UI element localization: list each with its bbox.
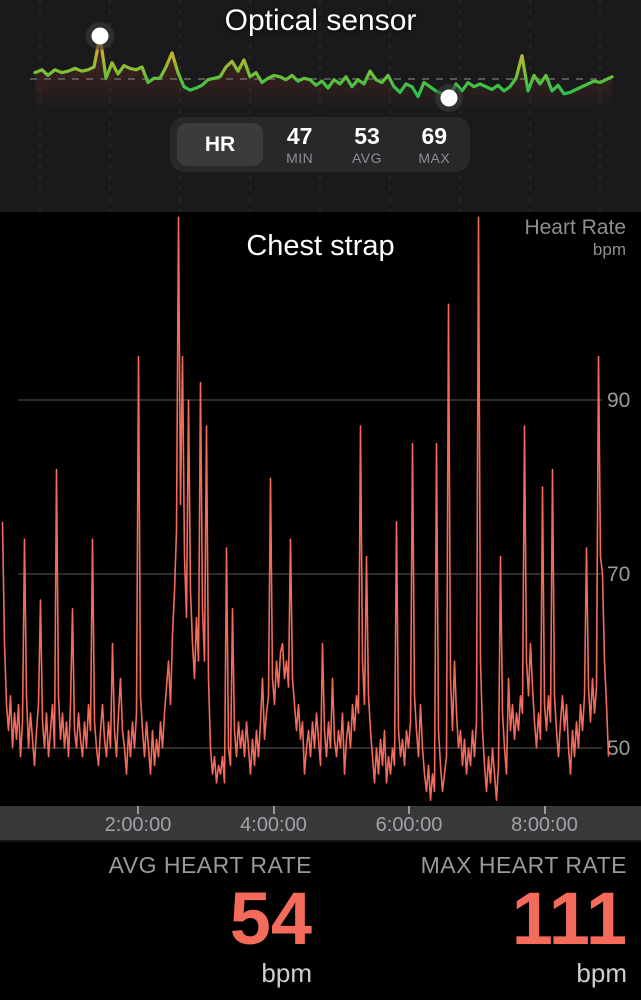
time-tick-label: 6:00:00 — [375, 814, 443, 836]
time-axis[interactable]: 2:00:00 4:00:00 6:00:00 8:00:00 — [0, 806, 641, 842]
summary-panel: AVG HEART RATE 54 bpm MAX HEART RATE 111… — [0, 842, 641, 1000]
avg-heart-rate-block: AVG HEART RATE 54 bpm — [109, 852, 312, 987]
time-tick-label: 4:00:00 — [240, 814, 307, 836]
y-axis-title: Heart Rate — [524, 216, 626, 239]
hr-stats-row: 47 MIN 53 AVG 69 MAX — [266, 117, 468, 172]
max-heart-rate-value: 111 — [511, 877, 627, 960]
max-heart-rate-block: MAX HEART RATE 111 bpm — [421, 852, 627, 987]
time-tick — [408, 806, 410, 814]
optical-sensor-panel: Optical sensor HR 47 MIN 53 AVG 69 MAX — [0, 0, 641, 212]
y-gridline-label: 70 — [607, 563, 630, 586]
max-label: MAX — [418, 149, 451, 166]
max-heart-rate-unit: bpm — [576, 958, 627, 988]
time-tick — [137, 806, 139, 814]
y-axis-unit: bpm — [592, 240, 626, 259]
avg-value: 53 — [354, 122, 380, 149]
optical-sensor-chart[interactable] — [0, 0, 641, 212]
chest-strap-chart[interactable]: 90 70 50 — [0, 212, 641, 806]
y-axis-caption: Heart Rate bpm — [524, 216, 626, 259]
min-value: 47 — [286, 122, 313, 149]
max-marker-dot[interactable] — [91, 27, 109, 45]
min-marker-dot[interactable] — [440, 89, 458, 107]
stat-avg: 53 AVG — [333, 117, 400, 172]
avg-heart-rate-label: AVG HEART RATE — [108, 852, 312, 878]
optical-hr-line — [33, 34, 614, 100]
chest-hr-line — [1, 216, 610, 802]
hr-toggle-button[interactable]: HR — [177, 123, 263, 166]
time-tick-label: 2:00:00 — [104, 814, 172, 836]
stat-max: 69 MAX — [401, 117, 468, 172]
max-value: 69 — [421, 122, 448, 149]
chest-strap-panel: 90 70 50 Chest strap Heart Rate bpm — [0, 212, 641, 806]
stat-min: 47 MIN — [266, 117, 333, 172]
avg-heart-rate-value: 54 — [229, 877, 312, 960]
min-label: MIN — [286, 149, 314, 166]
avg-heart-rate-unit: bpm — [261, 958, 312, 988]
optical-area-fill — [35, 36, 612, 108]
y-gridline-label: 50 — [607, 737, 630, 760]
avg-label: AVG — [351, 149, 382, 166]
y-gridline-label: 90 — [607, 389, 630, 412]
hr-stats-pill: HR 47 MIN 53 AVG 69 MAX — [170, 117, 470, 172]
time-tick — [272, 806, 275, 814]
time-tick — [543, 806, 546, 814]
max-heart-rate-label: MAX HEART RATE — [420, 852, 627, 878]
time-tick-label: 8:00:00 — [511, 814, 578, 836]
chest-panel-title: Chest strap — [246, 230, 395, 262]
optical-panel-title: Optical sensor — [224, 4, 417, 37]
